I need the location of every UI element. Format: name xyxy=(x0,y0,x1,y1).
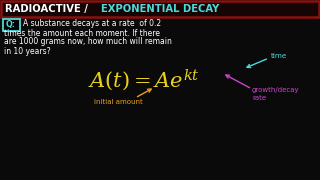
Text: A substance decays at a rate  of 0.2: A substance decays at a rate of 0.2 xyxy=(23,19,161,28)
Text: times the amount each moment. If there: times the amount each moment. If there xyxy=(4,28,160,37)
Text: growth/decay: growth/decay xyxy=(252,87,300,93)
FancyBboxPatch shape xyxy=(3,19,20,30)
Text: initial amount: initial amount xyxy=(94,99,142,105)
Text: RADIOACTIVE /: RADIOACTIVE / xyxy=(5,4,92,14)
Text: $A(t) = Ae^{kt}$: $A(t) = Ae^{kt}$ xyxy=(88,67,200,93)
Text: are 1000 grams now, how much will remain: are 1000 grams now, how much will remain xyxy=(4,37,172,46)
FancyBboxPatch shape xyxy=(1,1,319,17)
Text: rate: rate xyxy=(252,95,266,101)
Text: EXPONENTIAL DECAY: EXPONENTIAL DECAY xyxy=(101,4,219,14)
Text: Q:: Q: xyxy=(6,20,16,29)
Text: in 10 years?: in 10 years? xyxy=(4,46,51,55)
Text: time: time xyxy=(271,53,287,59)
